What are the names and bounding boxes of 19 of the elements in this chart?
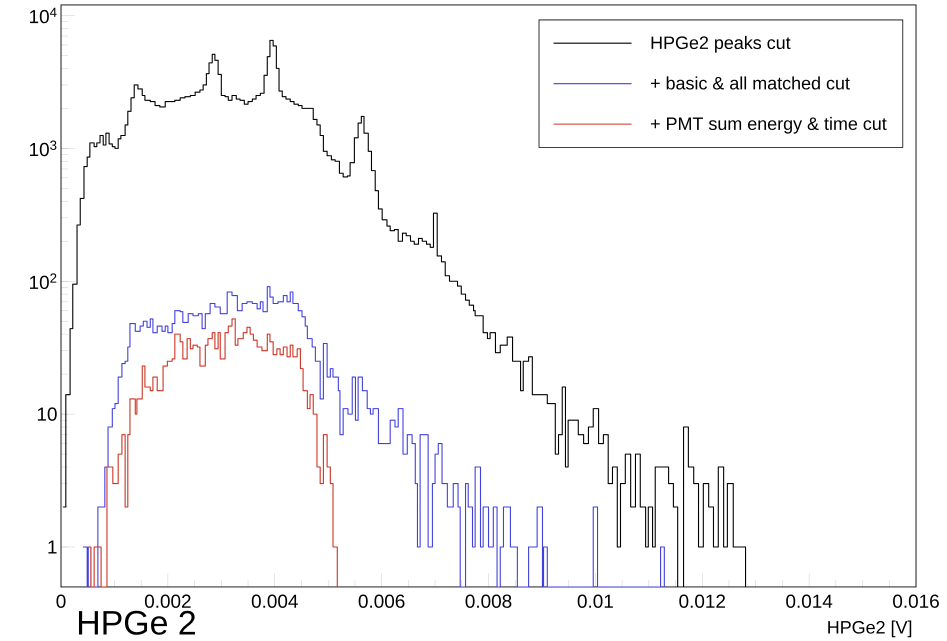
y-tick-label: 10$^{3}$ <box>30 140 56 156</box>
legend-label: + basic & all matched cut <box>650 76 850 90</box>
x-axis-title: HPGe2 [V] <box>828 620 912 638</box>
x-tick-label: 0 <box>56 594 66 608</box>
x-tick-label: 0.002 <box>144 594 191 608</box>
x-tick-label: 0.01 <box>578 594 613 608</box>
legend-label: HPGe2 peaks cut <box>652 36 790 53</box>
x-tick-label: 0.016 <box>893 594 939 608</box>
x-tick-label: 0.014 <box>786 594 832 608</box>
text: HPGe 2 <box>78 610 195 635</box>
y-tick-label: 10$^{2}$ <box>30 273 56 290</box>
y-tick-label: 1 <box>48 540 57 554</box>
y-tick-label: 10$^{4}$ <box>30 8 57 24</box>
x-tick-label: 0.008 <box>466 594 512 608</box>
y-tick-label: 10 <box>38 407 57 421</box>
x-tick-label: 0.006 <box>358 594 404 608</box>
x-tick-label: 0.004 <box>252 594 298 608</box>
x-tick-label: 0.012 <box>679 594 725 608</box>
legend-label: + PMT sum energy & time cut <box>650 116 887 134</box>
